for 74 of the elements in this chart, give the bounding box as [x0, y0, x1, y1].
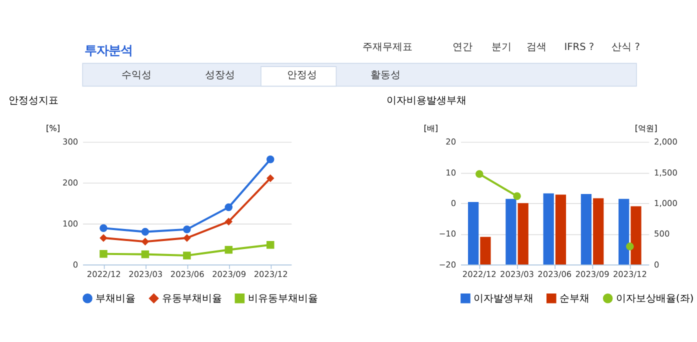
y-tick-label: 300 [62, 136, 78, 147]
text: 주재무제표 [362, 42, 412, 54]
point [141, 250, 150, 258]
chart-title: 안정성지표 [8, 95, 59, 106]
text: IFRS ? [564, 42, 594, 54]
point [100, 234, 108, 242]
x-tick-label: 2023/12 [254, 269, 288, 280]
y-axis-title: [%] [46, 122, 60, 133]
point [476, 170, 484, 178]
y-tick-label: 20 [446, 136, 456, 147]
point [266, 156, 274, 164]
y2-axis-title: [억원] [634, 122, 658, 133]
y-tick-label: 0 [450, 198, 456, 208]
y-tick-label: 10 [446, 167, 456, 178]
legend-label: 이자발생부채 [474, 294, 534, 305]
text: 산식 ? [612, 42, 640, 54]
bar [468, 202, 479, 265]
legend-label: 유동부채비율 [162, 294, 222, 305]
legend-label: 순부채 [560, 294, 590, 305]
point [224, 218, 233, 226]
point [141, 238, 150, 246]
point [266, 241, 274, 249]
x-tick-label: 2022/12 [462, 269, 496, 280]
bar [630, 206, 642, 265]
legend-label: 부채비율 [96, 294, 136, 305]
bar [506, 198, 516, 265]
bar [618, 198, 630, 265]
text: 검색 [526, 42, 547, 54]
point [266, 174, 274, 182]
y-tick-label: 0 [72, 259, 78, 270]
legend-label: 이자보상배율(좌) [616, 294, 694, 305]
x-tick-label: 2023/03 [128, 269, 163, 280]
x-tick-label: 2023/06 [170, 269, 204, 280]
text: 수익성 [122, 70, 152, 82]
text: 활동성 [370, 70, 400, 82]
x-tick-label: 2023/06 [538, 269, 572, 280]
legend-label: 비유동부채비율 [248, 294, 318, 305]
y-tick-label: 200 [62, 178, 78, 188]
point [224, 203, 233, 212]
x-tick-label: 2023/03 [500, 269, 534, 280]
y2-tick-label: 0 [654, 259, 660, 270]
bar [555, 194, 566, 265]
text: 안정성 [286, 70, 317, 82]
y2-tick-label: 2,000 [654, 136, 678, 147]
y-tick-label: −20 [438, 259, 456, 270]
bar [518, 203, 528, 265]
y-tick-label: 100 [62, 218, 78, 228]
y-axis-title: [배] [424, 122, 438, 133]
x-tick-label: 2023/12 [612, 269, 647, 280]
y2-tick-label: 500 [654, 228, 670, 239]
point [183, 225, 191, 234]
point [626, 242, 634, 250]
y-tick-label: −10 [438, 228, 456, 239]
point [183, 252, 191, 260]
bar [593, 198, 604, 265]
bar [480, 236, 491, 265]
x-tick-label: 2023/09 [575, 269, 610, 280]
point [100, 250, 108, 258]
chart-title: 이자비용발생부채 [386, 95, 466, 106]
text: 성장성 [205, 70, 236, 82]
text: 분기 [492, 42, 512, 54]
point [100, 224, 108, 232]
point [183, 234, 191, 242]
point [513, 192, 521, 200]
text: 연간 [452, 42, 472, 54]
text: 투자분석 [84, 43, 132, 58]
point [224, 246, 233, 254]
y2-tick-label: 1,500 [654, 167, 678, 178]
bar [580, 194, 592, 265]
x-tick-label: 2022/12 [86, 269, 121, 280]
point [141, 228, 150, 236]
y2-tick-label: 1,000 [654, 198, 678, 208]
bar [543, 193, 554, 265]
x-tick-label: 2023/09 [212, 269, 246, 280]
